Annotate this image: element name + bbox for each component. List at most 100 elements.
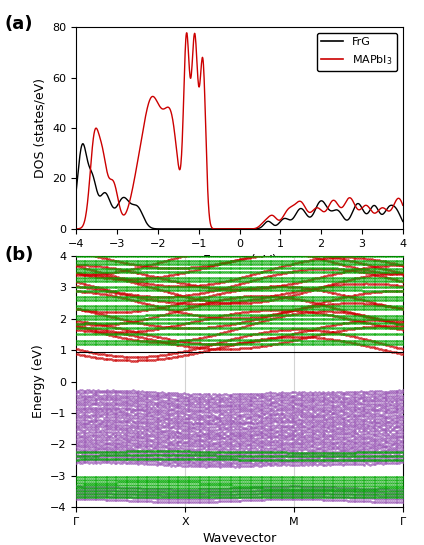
Point	[248, 456, 255, 464]
Point	[332, 487, 339, 496]
Point	[252, 455, 259, 463]
Point	[73, 277, 80, 286]
Point	[164, 264, 171, 272]
Point	[343, 295, 350, 304]
Point	[173, 391, 180, 400]
Point	[277, 487, 284, 496]
Point	[113, 274, 120, 283]
Point	[171, 487, 178, 495]
Point	[106, 386, 112, 395]
Point	[257, 449, 264, 457]
Point	[181, 481, 187, 489]
Point	[181, 402, 187, 411]
Point	[292, 324, 298, 332]
Point	[399, 322, 406, 331]
Point	[224, 416, 231, 425]
Point	[140, 356, 147, 365]
Point	[379, 488, 386, 497]
Point	[268, 438, 275, 446]
Point	[363, 400, 370, 409]
Point	[188, 485, 195, 494]
Point	[192, 487, 198, 495]
Point	[97, 478, 103, 487]
Point	[160, 286, 167, 295]
Point	[126, 432, 133, 440]
Point	[314, 398, 321, 407]
Point	[223, 340, 229, 348]
Point	[124, 490, 131, 499]
Point	[376, 270, 382, 279]
Point	[398, 498, 404, 506]
Point	[286, 398, 293, 407]
Point	[133, 264, 140, 273]
Point	[140, 487, 147, 496]
Point	[399, 481, 406, 490]
Point	[357, 340, 364, 349]
Point	[374, 316, 381, 324]
Point	[334, 336, 340, 344]
Point	[332, 279, 339, 288]
Point	[100, 422, 107, 431]
Point	[124, 409, 131, 417]
Point	[108, 274, 114, 283]
Point	[273, 486, 280, 494]
Point	[223, 455, 229, 463]
Point	[87, 447, 94, 456]
Point	[171, 416, 178, 425]
Point	[193, 419, 200, 427]
Point	[113, 288, 120, 297]
Point	[363, 299, 370, 308]
Point	[217, 284, 224, 293]
Point	[235, 473, 242, 481]
Point	[80, 263, 87, 272]
Point	[325, 390, 332, 398]
Point	[181, 319, 187, 328]
Point	[213, 296, 220, 305]
Point	[210, 286, 217, 295]
Point	[346, 420, 353, 428]
Point	[376, 300, 382, 309]
Point	[252, 487, 259, 495]
Point	[186, 330, 193, 338]
Point	[379, 393, 386, 402]
Point	[349, 437, 355, 446]
Point	[268, 433, 275, 442]
Point	[363, 434, 370, 443]
Point	[84, 347, 91, 356]
Point	[241, 296, 248, 305]
Point	[230, 496, 237, 505]
Point	[102, 269, 109, 278]
Point	[315, 454, 322, 463]
Point	[230, 419, 237, 428]
Point	[119, 293, 126, 301]
Point	[153, 332, 160, 341]
Point	[226, 489, 233, 498]
Point	[213, 447, 220, 456]
Point	[297, 488, 304, 497]
Point	[80, 401, 87, 409]
Point	[294, 485, 301, 493]
Point	[394, 270, 401, 278]
Point	[117, 264, 123, 273]
Point	[89, 268, 96, 276]
Point	[219, 431, 226, 439]
Point	[201, 429, 207, 438]
Point	[173, 256, 180, 265]
Point	[210, 417, 217, 426]
Point	[299, 452, 306, 461]
Point	[312, 331, 319, 340]
Point	[213, 295, 220, 304]
Point	[310, 325, 317, 334]
Point	[374, 459, 381, 468]
Point	[181, 459, 187, 468]
Point	[150, 305, 156, 313]
Point	[109, 324, 116, 332]
Point	[346, 266, 353, 275]
Point	[193, 487, 200, 495]
Point	[98, 407, 105, 415]
Point	[254, 456, 260, 464]
Point	[286, 492, 293, 500]
Point	[254, 456, 260, 464]
Point	[374, 406, 381, 415]
Point	[162, 404, 169, 413]
